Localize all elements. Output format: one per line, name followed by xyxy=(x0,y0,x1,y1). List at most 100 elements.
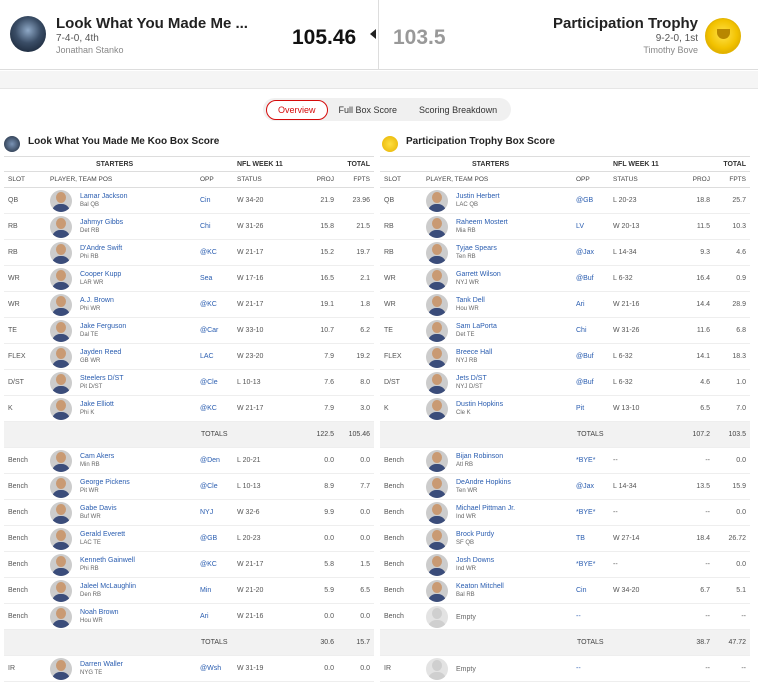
table-row[interactable]: TE Jake Ferguson Dal TE @Car W 33-10 10.7 6.2 xyxy=(4,318,374,344)
player-name-link[interactable]: Gerald Everett xyxy=(80,531,126,538)
team-logo-right[interactable] xyxy=(705,18,741,54)
table-row[interactable]: FLEX Breece Hall NYJ RB @Buf L 6-32 14.1 18.3 xyxy=(380,344,750,370)
slot-cell: IR xyxy=(8,665,15,672)
table-row[interactable]: Bench Josh Downs Ind WR *BYE* -- -- 0.0 xyxy=(380,552,750,578)
opponent-cell: Sea xyxy=(200,275,213,282)
fantasy-points-cell: 0.0 xyxy=(360,613,370,620)
fantasy-points-cell: 0.9 xyxy=(736,275,746,282)
player-name-link[interactable]: Tank Dell xyxy=(456,297,485,304)
table-row[interactable]: Bench George Pickens Pit WR @Cle L 10-13 8.9 7… xyxy=(4,474,374,500)
team-logo-left[interactable] xyxy=(10,16,46,52)
team-name-right[interactable]: Participation Trophy xyxy=(552,15,698,32)
table-row[interactable]: RB Raheem Mostert Mia RB LV W 20-13 11.5 10.3 xyxy=(380,214,750,240)
player-name-link[interactable]: Brock Purdy xyxy=(456,531,495,538)
table-row[interactable]: Bench Cam Akers Min RB @Den L 20-21 0.0 0.0 xyxy=(4,448,374,474)
table-row[interactable]: QB Justin Herbert LAC QB @GB L 20-23 18.8 25.7 xyxy=(380,188,750,214)
team-owner-right[interactable]: Timothy Bove xyxy=(643,45,698,55)
player-photo xyxy=(50,554,72,576)
slot-cell: WR xyxy=(8,301,20,308)
player-name-link[interactable]: Jake Ferguson xyxy=(80,323,127,330)
table-row[interactable]: WR Cooper Kupp LAR WR Sea W 17-16 16.5 2.1 xyxy=(4,266,374,292)
table-row[interactable]: Bench Kenneth Gainwell Phi RB @KC W 21-17 5.8… xyxy=(4,552,374,578)
totals-row: TOTALS 122.5 105.46 xyxy=(4,422,374,448)
player-name-link[interactable]: Kenneth Gainwell xyxy=(80,557,135,564)
table-row[interactable]: Bench Jaleel McLaughlin Den RB Min W 21-20 5.… xyxy=(4,578,374,604)
player-name-link[interactable]: Cooper Kupp xyxy=(80,271,122,278)
table-row[interactable]: D/ST Steelers D/ST Pit D/ST @Cle L 10-13 7.6 8… xyxy=(4,370,374,396)
player-name-link[interactable]: Jaleel McLaughlin xyxy=(80,583,137,590)
table-row[interactable]: IR Darren Waller NYG TE @Wsh W 31-19 0.0 0.0 xyxy=(4,656,374,682)
table-row[interactable]: WR Garrett Wilson NYJ WR @Buf L 6-32 16.4 0.9 xyxy=(380,266,750,292)
table-row[interactable]: RB D'Andre Swift Phi RB @KC W 21-17 15.2 19.7 xyxy=(4,240,374,266)
player-name-link[interactable]: Gabe Davis xyxy=(80,505,117,512)
projected-points-cell: 19.1 xyxy=(320,301,334,308)
table-row[interactable]: WR A.J. Brown Phi WR @KC W 21-17 19.1 1.8 xyxy=(4,292,374,318)
player-name-link[interactable]: Keaton Mitchell xyxy=(456,583,504,590)
tab-overview[interactable]: Overview xyxy=(266,99,328,120)
player-name-link: Empty xyxy=(456,614,476,621)
player-name-link[interactable]: Darren Waller xyxy=(80,661,123,668)
table-row[interactable]: IR Empty -- -- -- xyxy=(380,656,750,682)
table-row[interactable]: FLEX Jayden Reed GB WR LAC W 23-20 7.9 19.2 xyxy=(4,344,374,370)
team-owner-left[interactable]: Jonathan Stanko xyxy=(56,45,124,55)
tab-full-box-score[interactable]: Full Box Score xyxy=(338,104,398,115)
player-name-link[interactable]: Jake Elliott xyxy=(80,401,114,408)
player-name-link[interactable]: Dustin Hopkins xyxy=(456,401,504,408)
player-name-link[interactable]: DeAndre Hopkins xyxy=(456,479,511,486)
slot-cell: Bench xyxy=(8,587,28,594)
fantasy-points-cell: 0.0 xyxy=(736,561,746,568)
player-team-pos: Phi K xyxy=(80,410,95,416)
player-name-link[interactable]: Cam Akers xyxy=(80,453,115,460)
game-status-cell: W 34-20 xyxy=(613,587,640,594)
table-row[interactable]: QB Lamar Jackson Bal QB Cin W 34-20 21.9 23.96 xyxy=(4,188,374,214)
table-row[interactable]: Bench Bijan Robinson Atl RB *BYE* -- -- 0.0 xyxy=(380,448,750,474)
player-name-link[interactable]: Josh Downs xyxy=(456,557,495,564)
table-row[interactable]: Bench Empty -- -- -- xyxy=(380,604,750,630)
player-name-link[interactable]: Tyjae Spears xyxy=(456,245,497,252)
projected-points-cell: 21.9 xyxy=(320,197,334,204)
player-name-link[interactable]: Jayden Reed xyxy=(80,349,122,356)
player-name-link[interactable]: Garrett Wilson xyxy=(456,271,501,278)
table-row[interactable]: Bench DeAndre Hopkins Ten WR @Jax L 14-34 13.… xyxy=(380,474,750,500)
fantasy-points-cell: 7.0 xyxy=(736,405,746,412)
view-tabs: Overview Full Box Score Scoring Breakdow… xyxy=(263,98,512,121)
table-row[interactable]: Bench Noah Brown Hou WR Ari W 21-16 0.0 0.0 xyxy=(4,604,374,630)
table-row[interactable]: RB Tyjae Spears Ten RB @Jax L 14-34 9.3 4.6 xyxy=(380,240,750,266)
player-name-link[interactable]: Michael Pittman Jr. xyxy=(456,505,516,512)
player-name-link[interactable]: Raheem Mostert xyxy=(456,219,508,226)
player-name-link[interactable]: Jahmyr Gibbs xyxy=(80,219,124,226)
game-status-cell: L 14-34 xyxy=(613,249,637,256)
player-name-link[interactable]: Steelers D/ST xyxy=(80,375,124,382)
table-row[interactable]: TE Sam LaPorta Det TE Chi W 31-26 11.6 6.8 xyxy=(380,318,750,344)
player-name-link[interactable]: Jets D/ST xyxy=(456,375,487,382)
team-name-left[interactable]: Look What You Made Me ... xyxy=(56,15,248,32)
player-name-link[interactable]: Bijan Robinson xyxy=(456,453,504,460)
table-row[interactable]: Bench Gabe Davis Buf WR NYJ W 32-6 9.9 0.0 xyxy=(4,500,374,526)
table-row[interactable]: RB Jahmyr Gibbs Det RB Chi W 31-26 15.8 21.5 xyxy=(4,214,374,240)
player-name-link[interactable]: Breece Hall xyxy=(456,349,493,356)
table-row[interactable]: K Jake Elliott Phi K @KC W 21-17 7.9 3.0 xyxy=(4,396,374,422)
table-row[interactable]: Bench Keaton Mitchell Bal RB Cin W 34-20 6.7 5… xyxy=(380,578,750,604)
opponent-cell: @Jax xyxy=(576,483,594,490)
player-team-pos: NYG TE xyxy=(80,670,103,676)
player-name-link[interactable]: Sam LaPorta xyxy=(456,323,497,330)
player-name-link[interactable]: D'Andre Swift xyxy=(80,245,123,252)
player-name-link[interactable]: Lamar Jackson xyxy=(80,193,128,200)
table-row[interactable]: WR Tank Dell Hou WR Ari W 21-16 14.4 28.9 xyxy=(380,292,750,318)
player-photo xyxy=(426,216,448,238)
player-name-link[interactable]: Noah Brown xyxy=(80,609,119,616)
totals-proj: 107.2 xyxy=(692,431,710,438)
player-name-link[interactable]: George Pickens xyxy=(80,479,130,486)
table-row[interactable]: Bench Michael Pittman Jr. Ind WR *BYE* -- -- 0… xyxy=(380,500,750,526)
table-row[interactable]: Bench Brock Purdy SF QB TB W 27-14 18.4 26.72 xyxy=(380,526,750,552)
player-team-pos: NYJ RB xyxy=(456,358,478,364)
projected-points-cell: 11.5 xyxy=(696,223,710,230)
player-photo xyxy=(50,216,72,238)
table-row[interactable]: Bench Gerald Everett LAC TE @GB L 20-23 0.0 0.… xyxy=(4,526,374,552)
table-row[interactable]: K Dustin Hopkins Cle K Pit W 13-10 6.5 7.0 xyxy=(380,396,750,422)
player-name-link[interactable]: A.J. Brown xyxy=(80,297,114,304)
player-name-link[interactable]: Justin Herbert xyxy=(456,193,500,200)
table-row[interactable]: D/ST Jets D/ST NYJ D/ST @Buf L 6-32 4.6 1.0 xyxy=(380,370,750,396)
slot-cell: RB xyxy=(8,249,18,256)
tab-scoring-breakdown[interactable]: Scoring Breakdown xyxy=(419,104,498,115)
